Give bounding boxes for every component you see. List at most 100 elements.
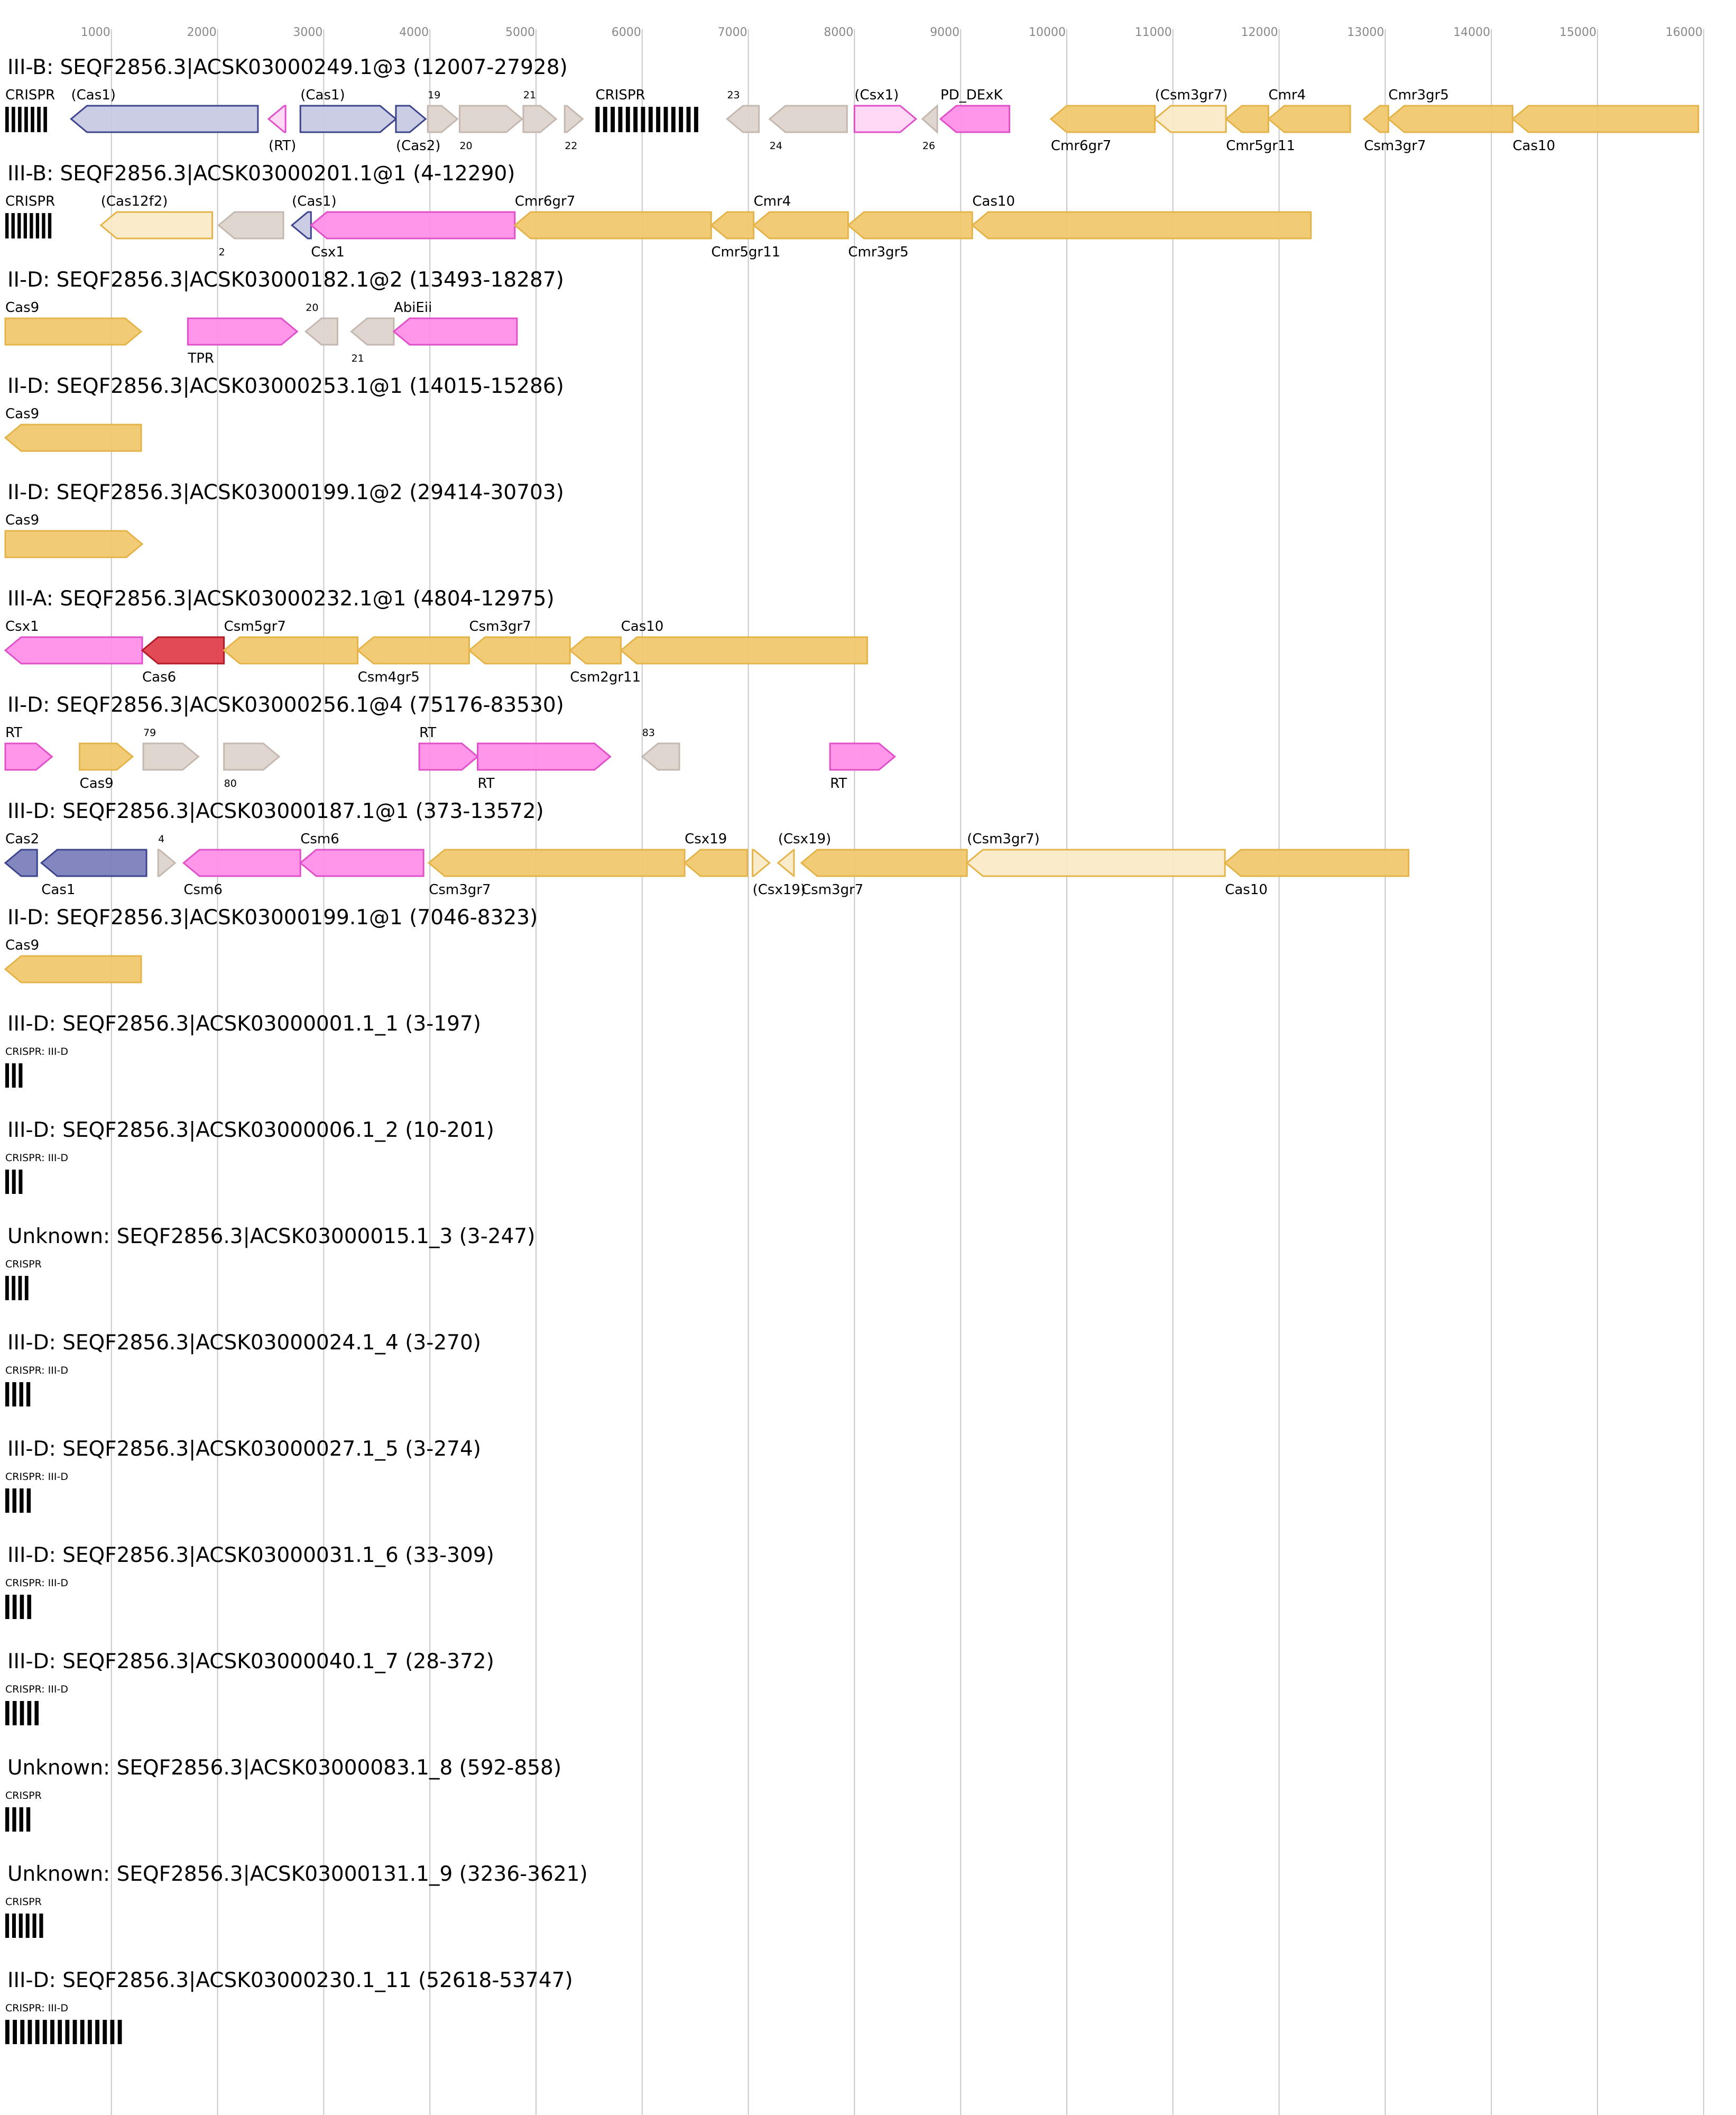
- gene-label: 23: [727, 89, 740, 101]
- gene-arrow: Cas10: [971, 194, 1312, 240]
- crispr-repeat: [12, 1595, 17, 1619]
- gene-label: Cas9: [5, 406, 39, 422]
- gene-label: Cas9: [5, 937, 39, 953]
- locus-title: II-D: SEQF2856.3|ACSK03000253.1@1 (14015…: [7, 374, 564, 398]
- crispr-label: CRISPR: [5, 194, 55, 209]
- crispr-repeat: [11, 213, 15, 238]
- crispr-label: CRISPR: [5, 87, 55, 103]
- gene-shape: [427, 849, 686, 877]
- crispr-repeat: [27, 1701, 32, 1725]
- gene-label: Csm3gr7: [469, 619, 531, 635]
- gene-arrow: RT: [829, 742, 897, 792]
- gene-arrow: Cas1: [40, 849, 147, 898]
- gene-shape: [513, 211, 712, 240]
- gene-label: 80: [224, 778, 237, 789]
- locus-title: III-D: SEQF2856.3|ACSK03000031.1_6 (33-3…: [7, 1543, 494, 1567]
- gene-arrow: Cmr4: [1267, 87, 1351, 133]
- gene-shape: [223, 742, 281, 771]
- gene-label: TPR: [187, 351, 214, 366]
- gene-label: 79: [143, 727, 156, 739]
- gene-shape: [217, 211, 284, 240]
- crispr-repeat: [20, 1595, 24, 1619]
- gene-arrow: Csm2gr11: [568, 636, 641, 685]
- gene-shape: [726, 105, 760, 133]
- axis-tick-label: 3000: [293, 26, 322, 39]
- gene-label: Csx1: [311, 244, 345, 260]
- gene-label: (Cas2): [396, 138, 440, 154]
- crispr-repeat: [110, 2020, 115, 2044]
- gene-label: AbiEii: [394, 300, 432, 316]
- crispr-repeat: [25, 1914, 30, 1938]
- gene-shape: [1153, 105, 1227, 133]
- locus-track: II-D: SEQF2856.3|ACSK03000256.1@4 (75176…: [4, 693, 897, 792]
- gene-label: Cas10: [1512, 138, 1555, 154]
- axis-tick-label: 1000: [81, 26, 110, 39]
- locus-track: II-D: SEQF2856.3|ACSK03000199.1@1 (7046-…: [4, 906, 538, 983]
- locus-track: Unknown: SEQF2856.3|ACSK03000083.1_8 (59…: [5, 1756, 561, 1832]
- crispr-label: CRISPR: III-D: [5, 1046, 68, 1058]
- crispr-array: CRISPR: III-D: [5, 1471, 68, 1513]
- gene-arrow: 26: [921, 104, 938, 152]
- gene-shape: [800, 849, 968, 877]
- crispr-array: CRISPR: III-D: [5, 2002, 122, 2044]
- locus-track: Unknown: SEQF2856.3|ACSK03000015.1_3 (3-…: [5, 1225, 535, 1300]
- locus-track: II-D: SEQF2856.3|ACSK03000253.1@1 (14015…: [4, 374, 564, 452]
- gene-arrow: 24: [768, 105, 848, 152]
- locus-title: Unknown: SEQF2856.3|ACSK03000131.1_9 (32…: [7, 1862, 588, 1886]
- crispr-repeat: [625, 107, 630, 132]
- gene-shape: [847, 211, 973, 240]
- gene-shape: [157, 849, 177, 877]
- gene-shape: [752, 849, 771, 877]
- crispr-repeat: [12, 1488, 17, 1513]
- gene-label: Csm3gr7: [429, 882, 491, 898]
- crispr-repeat: [48, 213, 52, 238]
- gene-arrow: Cmr3gr5: [1387, 87, 1513, 133]
- crispr-repeat: [39, 1914, 43, 1938]
- gene-shape: [290, 211, 312, 240]
- gene-arrow: RT: [477, 742, 612, 792]
- crispr-repeat: [24, 107, 28, 132]
- gene-shape: [939, 105, 1011, 133]
- axis-grid: 1000 2000 3000 4000 5000 6000 7000 8000 9000 1000…: [81, 26, 1704, 2115]
- gene-arrow: (Csx19): [777, 831, 831, 877]
- locus-title: III-D: SEQF2856.3|ACSK03000027.1_5 (3-27…: [7, 1437, 481, 1461]
- gene-label: PD_DExK: [940, 87, 1003, 103]
- crispr-repeat: [31, 107, 34, 132]
- gene-label: Csm4gr5: [358, 669, 420, 685]
- locus-title: III-D: SEQF2856.3|ACSK03000024.1_4 (3-27…: [7, 1331, 481, 1355]
- gene-arrow: (RT): [267, 105, 296, 154]
- gene-label: (Cas1): [292, 194, 336, 209]
- gene-label: (Csm3gr7): [967, 831, 1040, 847]
- crispr-repeat: [5, 1914, 10, 1938]
- crispr-label: CRISPR: III-D: [5, 2002, 68, 2014]
- crispr-repeat: [80, 2020, 85, 2044]
- gene-label: Cas2: [5, 831, 39, 847]
- locus-track: Unknown: SEQF2856.3|ACSK03000131.1_9 (32…: [5, 1862, 588, 1938]
- gene-shape: [768, 105, 848, 133]
- axis-tick-label: 8000: [824, 26, 853, 39]
- locus-track: III-B: SEQF2856.3|ACSK03000249.1@3 (1200…: [5, 56, 1700, 154]
- gene-arrow: Csm5gr7: [223, 619, 359, 665]
- crispr-repeat: [27, 2020, 32, 2044]
- gene-shape: [4, 636, 143, 665]
- gene-arrow: (Cas1): [70, 87, 259, 133]
- gene-shape: [395, 105, 427, 133]
- crispr-repeat: [5, 1595, 10, 1619]
- gene-shape: [777, 849, 795, 877]
- gene-label: Cmr6gr7: [1051, 138, 1111, 154]
- gene-arrow: Csm6: [182, 849, 301, 898]
- axis-tick-label: 2000: [187, 26, 217, 39]
- crispr-repeat: [12, 1807, 16, 1832]
- crispr-repeat: [5, 2020, 10, 2044]
- gene-shape: [4, 424, 142, 452]
- locus-track: III-B: SEQF2856.3|ACSK03000201.1@1 (4-12…: [5, 162, 1312, 260]
- gene-arrow: Cmr5gr11: [1224, 105, 1295, 154]
- locus-title: III-B: SEQF2856.3|ACSK03000201.1@1 (4-12…: [7, 162, 515, 186]
- locus-track: III-D: SEQF2856.3|ACSK03000027.1_5 (3-27…: [5, 1437, 481, 1513]
- crispr-repeat: [19, 1382, 23, 1406]
- gene-label: RT: [419, 725, 436, 741]
- gene-label: Cmr4: [1269, 87, 1306, 103]
- locus-title: II-D: SEQF2856.3|ACSK03000182.1@2 (13493…: [7, 268, 564, 292]
- crispr-repeat: [20, 1488, 24, 1513]
- axis-tick-label: 9000: [930, 26, 959, 39]
